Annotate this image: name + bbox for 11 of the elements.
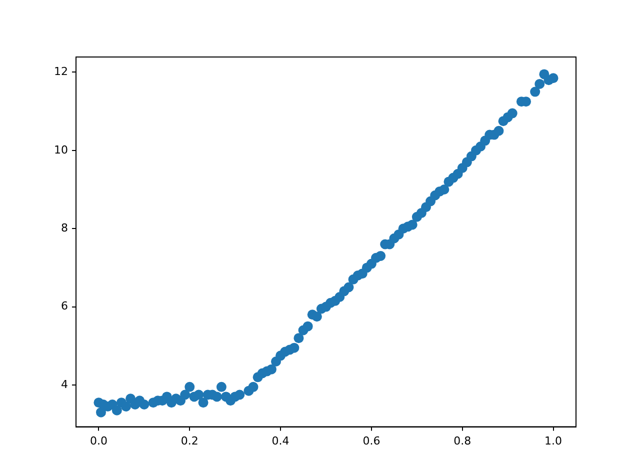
x-tick-label: 0.0 — [90, 434, 108, 448]
y-tick-label: 10 — [54, 143, 68, 156]
x-tick-label: 0.4 — [272, 434, 290, 448]
x-tick-label: 0.2 — [180, 434, 198, 448]
x-tick-label: 1.0 — [544, 434, 562, 448]
y-tick-label: 12 — [54, 65, 68, 78]
y-tick-label: 6 — [60, 300, 68, 313]
x-tick-label: 0.6 — [362, 434, 380, 448]
y-tick-label: 4 — [60, 378, 68, 391]
x-tick-label: 0.8 — [454, 434, 472, 448]
y-tick-label: 8 — [60, 221, 68, 234]
